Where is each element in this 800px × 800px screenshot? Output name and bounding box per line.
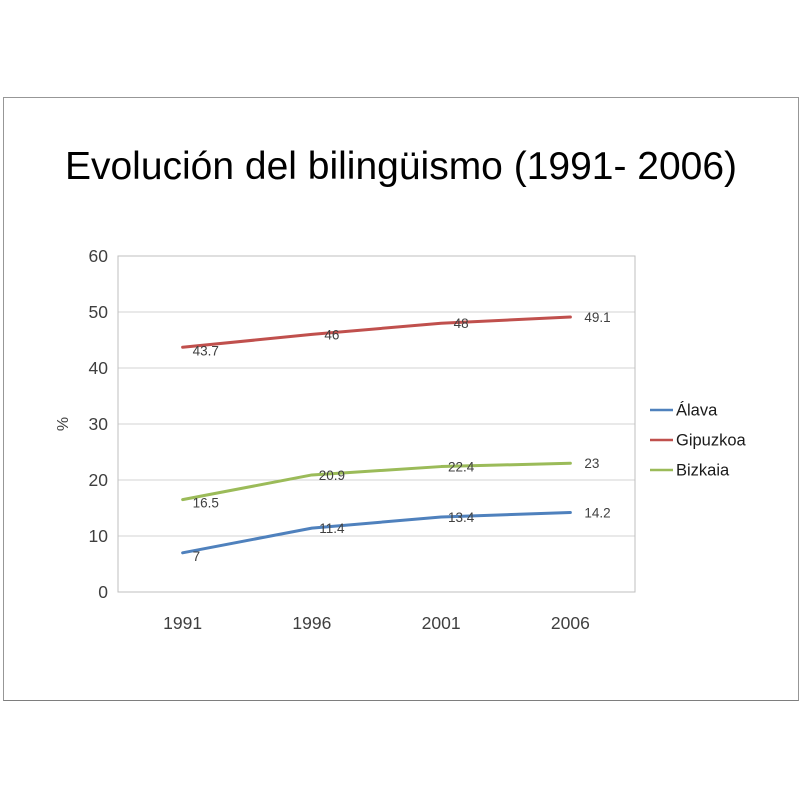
data-label-álava-2001: 13.4 xyxy=(448,510,475,525)
data-label-gipuzkoa-1991: 43.7 xyxy=(193,343,219,358)
legend-label-gipuzkoa: Gipuzkoa xyxy=(676,432,747,450)
slide-canvas: Evolución del bilingüismo (1991- 2006) xyxy=(3,97,799,701)
y-tick-label-50: 50 xyxy=(89,302,109,322)
y-tick-label-20: 20 xyxy=(89,470,109,490)
series-line-bizkaia xyxy=(181,461,572,502)
data-label-bizkaia-1996: 20.9 xyxy=(319,468,345,483)
legend-label-bizkaia: Bizkaia xyxy=(676,462,730,480)
data-label-gipuzkoa-1996: 46 xyxy=(324,327,339,342)
legend-item-gipuzkoa: Gipuzkoa xyxy=(650,432,747,450)
legend-item-álava: Álava xyxy=(650,401,718,420)
y-tick-label-40: 40 xyxy=(89,358,109,378)
plot-area-border xyxy=(117,255,636,593)
data-label-bizkaia-2006: 23 xyxy=(584,456,599,471)
y-tick-label-60: 60 xyxy=(89,246,109,266)
y-axis-title: % xyxy=(55,417,72,431)
y-tick-label-0: 0 xyxy=(98,582,108,602)
data-label-álava-1991: 7 xyxy=(193,549,201,564)
series-line-álava xyxy=(181,510,572,555)
data-label-gipuzkoa-2006: 49.1 xyxy=(584,310,610,325)
x-tick-label-2006: 2006 xyxy=(551,613,590,633)
series-line-gipuzkoa xyxy=(181,315,572,349)
data-label-bizkaia-1991: 16.5 xyxy=(193,496,219,511)
chart-title: Evolución del bilingüismo (1991- 2006) xyxy=(64,145,738,188)
x-tick-label-1996: 1996 xyxy=(292,613,331,633)
y-tick-label-30: 30 xyxy=(89,414,109,434)
legend-label-álava: Álava xyxy=(676,401,718,420)
x-tick-label-2001: 2001 xyxy=(422,613,461,633)
x-tick-label-1991: 1991 xyxy=(163,613,202,633)
data-label-gipuzkoa-2001: 48 xyxy=(454,316,469,331)
legend-item-bizkaia: Bizkaia xyxy=(650,462,730,480)
data-label-álava-2006: 14.2 xyxy=(584,505,610,520)
y-tick-label-10: 10 xyxy=(89,526,109,546)
data-label-bizkaia-2001: 22.4 xyxy=(448,460,475,475)
data-label-álava-1996: 11.4 xyxy=(319,521,345,536)
